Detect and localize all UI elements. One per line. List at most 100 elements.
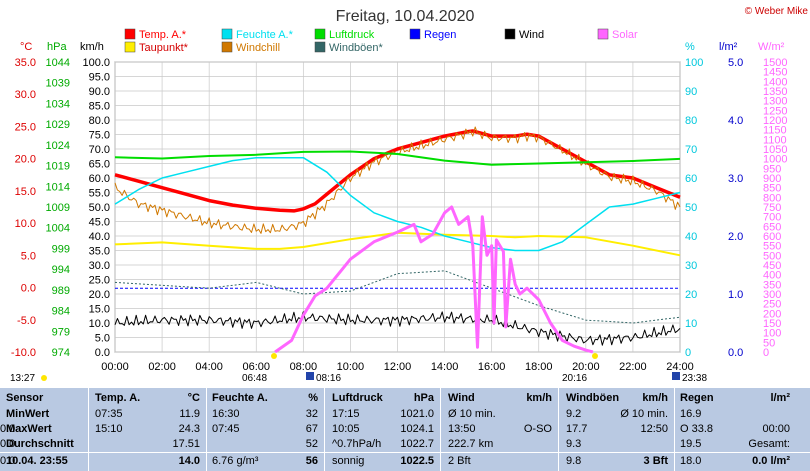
solar-tick-label: 850 xyxy=(763,183,781,195)
table-cell: 00:00 xyxy=(762,423,790,435)
solar-tick-label: 800 xyxy=(763,192,781,204)
table-cell: Gesamt: xyxy=(748,438,790,450)
wind-tick-label: 25.0 xyxy=(89,275,110,287)
solar-tick-label: 400 xyxy=(763,270,781,282)
solar-tick-label: 1450 xyxy=(763,67,787,79)
legend-swatch xyxy=(597,28,609,40)
table-cell: Ø 10 min. xyxy=(620,408,668,420)
table-cell: 16:30 xyxy=(212,408,240,420)
table-cell: 17:15 xyxy=(332,408,360,420)
table-cell: 07:45 xyxy=(212,423,240,435)
wind-tick-label: 50.0 xyxy=(89,202,110,214)
table-cell: 0.0 xyxy=(0,438,16,450)
table-row-label: Durchschnitt xyxy=(6,438,74,450)
legend-label: Wind xyxy=(519,29,544,41)
table-column-divider xyxy=(674,388,675,471)
humidity-tick-label: 40 xyxy=(685,231,697,243)
legend-label: Luftdruck xyxy=(329,29,375,41)
table-cell: 16.9 xyxy=(680,408,702,420)
table-header: l/m² xyxy=(770,392,790,404)
sun-marker xyxy=(41,375,47,381)
table-cell: 52 xyxy=(305,438,318,450)
solar-tick-label: 500 xyxy=(763,250,781,262)
pressure-unit-label: hPa xyxy=(47,41,67,53)
humidity-tick-label: 20 xyxy=(685,289,697,301)
x-tick-label: 10:00 xyxy=(337,361,365,373)
wind-tick-label: 15.0 xyxy=(89,304,110,316)
pressure-tick-label: 1024 xyxy=(46,140,70,152)
moonrise-label: 08:16 xyxy=(316,373,341,384)
table-cell: 9.2 xyxy=(566,408,582,420)
solar-tick-label: 1300 xyxy=(763,96,787,108)
temp-tick-label: 25.0 xyxy=(15,121,36,133)
x-tick-label: 20:00 xyxy=(572,361,600,373)
wind-tick-label: 70.0 xyxy=(89,144,110,156)
table-cell: 19.5 xyxy=(680,438,702,450)
humidity-tick-label: 90 xyxy=(685,86,697,98)
solar-tick-label: 1250 xyxy=(763,105,787,117)
x-tick-label: 16:00 xyxy=(478,361,506,373)
table-cell: 56 xyxy=(305,455,318,467)
solar-tick-label: 350 xyxy=(763,279,781,291)
temp-tick-label: 5.0 xyxy=(21,250,36,262)
table-cell: 1021.0 xyxy=(400,408,434,420)
sunset-label: 20:16 xyxy=(562,373,587,384)
series-line-solar xyxy=(274,205,594,354)
moonset-label: 23:38 xyxy=(682,373,707,384)
table-header: Feuchte A. xyxy=(212,392,268,404)
wind-tick-label: 5.0 xyxy=(95,333,110,345)
solar-tick-label: 700 xyxy=(763,212,781,224)
table-column-divider xyxy=(440,388,441,471)
series-line-windb-en xyxy=(114,270,681,324)
table-header: % xyxy=(308,392,318,404)
wind-tick-label: 100.0 xyxy=(82,57,110,69)
rain-unit-label: l/m² xyxy=(719,41,738,53)
legend-swatch xyxy=(314,28,326,40)
temp-tick-label: -10.0 xyxy=(11,347,36,359)
solar-unit-label: W/m² xyxy=(758,41,785,53)
humidity-tick-label: 80 xyxy=(685,115,697,127)
rain-tick-label: 0.0 xyxy=(728,347,743,359)
chart-title: Freitag, 10.04.2020 xyxy=(336,8,475,25)
temp-tick-label: 0.0 xyxy=(21,283,36,295)
table-cell: 0.0 l/m² xyxy=(752,455,790,467)
wind-tick-label: 20.0 xyxy=(89,289,110,301)
solar-tick-label: 150 xyxy=(763,318,781,330)
solar-tick-label: 1350 xyxy=(763,86,787,98)
x-tick-label: 08:00 xyxy=(290,361,318,373)
table-cell: 67 xyxy=(305,423,318,435)
table-cell: 07:35 xyxy=(95,408,123,420)
table-header: hPa xyxy=(413,392,434,404)
wind-tick-label: 30.0 xyxy=(89,260,110,272)
table-cell: 18.0 xyxy=(680,455,702,467)
moonrise-icon xyxy=(306,372,314,380)
table-column-divider xyxy=(88,388,89,471)
table-cell: ^0.7hPa/h xyxy=(332,438,382,450)
pressure-tick-label: 1009 xyxy=(46,202,70,214)
wind-tick-label: 85.0 xyxy=(89,101,110,113)
table-cell: 2 Bft xyxy=(448,455,471,467)
table-cell: 15:10 xyxy=(95,423,123,435)
table-header: Wind xyxy=(448,392,475,404)
left-time-label: 13:27 xyxy=(10,373,35,384)
table-cell: 12:50 xyxy=(640,423,668,435)
x-tick-label: 04:00 xyxy=(195,361,223,373)
temp-tick-label: 20.0 xyxy=(15,154,36,166)
solar-tick-label: 200 xyxy=(763,308,781,320)
rain-tick-label: 5.0 xyxy=(728,57,743,69)
table-cell: Ø 10 min. xyxy=(448,408,496,420)
wind-tick-label: 45.0 xyxy=(89,217,110,229)
solar-tick-label: 900 xyxy=(763,173,781,185)
table-cell: 10:05 xyxy=(332,423,360,435)
solar-tick-label: 650 xyxy=(763,221,781,233)
wind-tick-label: 90.0 xyxy=(89,86,110,98)
x-tick-label: 14:00 xyxy=(431,361,459,373)
legend-swatch xyxy=(124,28,136,40)
temp-tick-label: 35.0 xyxy=(15,57,36,69)
wind-tick-label: 55.0 xyxy=(89,188,110,200)
rain-tick-label: 3.0 xyxy=(728,173,743,185)
stats-table: Sensor Temp. A. °C Feuchte A.% Luftdruck hPa W… xyxy=(0,388,810,471)
pressure-tick-label: 989 xyxy=(52,285,70,297)
sunrise-marker xyxy=(271,353,277,359)
pressure-tick-label: 1034 xyxy=(46,98,70,110)
